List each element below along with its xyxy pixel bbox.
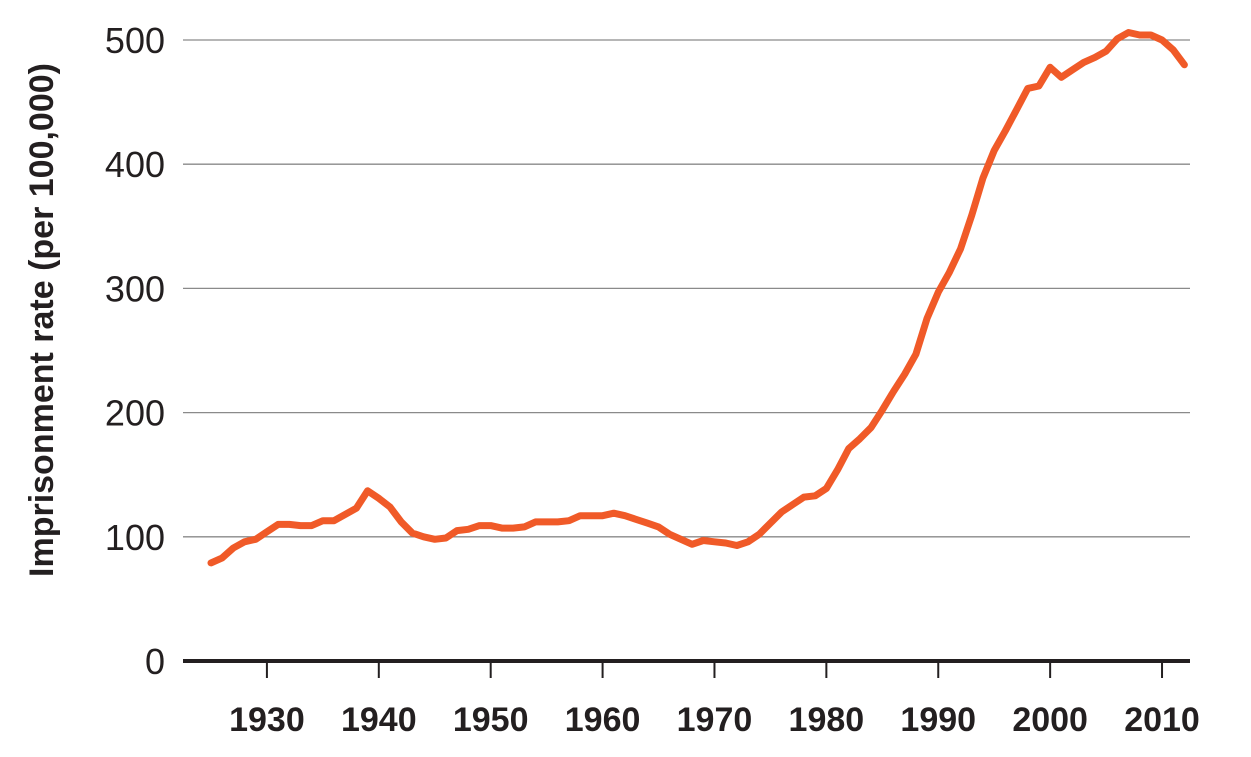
x-axis-ticks: 1930 1940 1950 1960 1970 1980 1990 2000 2010	[229, 661, 1200, 739]
x-tick-label-1980: 1980	[789, 701, 865, 739]
series-group	[207, 29, 1188, 567]
y-tick-label-400: 400	[105, 144, 165, 185]
y-tick-label-500: 500	[105, 20, 165, 61]
y-tick-label-300: 300	[105, 268, 165, 309]
y-tick-label-100: 100	[105, 517, 165, 558]
x-tick-label-1950: 1950	[453, 701, 529, 739]
x-tick-label-1960: 1960	[565, 701, 641, 739]
y-axis-label: Imprisonment rate (per 100,000)	[23, 63, 61, 577]
x-tick-label-1990: 1990	[900, 701, 976, 739]
x-tick-label-1930: 1930	[229, 701, 305, 739]
x-tick-label-2010: 2010	[1124, 701, 1200, 739]
y-axis-ticks: 0 100 200 300 400 500	[105, 20, 165, 682]
y-tick-label-0: 0	[145, 641, 165, 682]
y-tick-label-200: 200	[105, 393, 165, 434]
x-tick-label-2000: 2000	[1012, 701, 1088, 739]
x-tick-label-1970: 1970	[677, 701, 753, 739]
x-tick-label-1940: 1940	[341, 701, 417, 739]
gridlines	[183, 39, 1190, 538]
series-line-0	[207, 29, 1188, 567]
